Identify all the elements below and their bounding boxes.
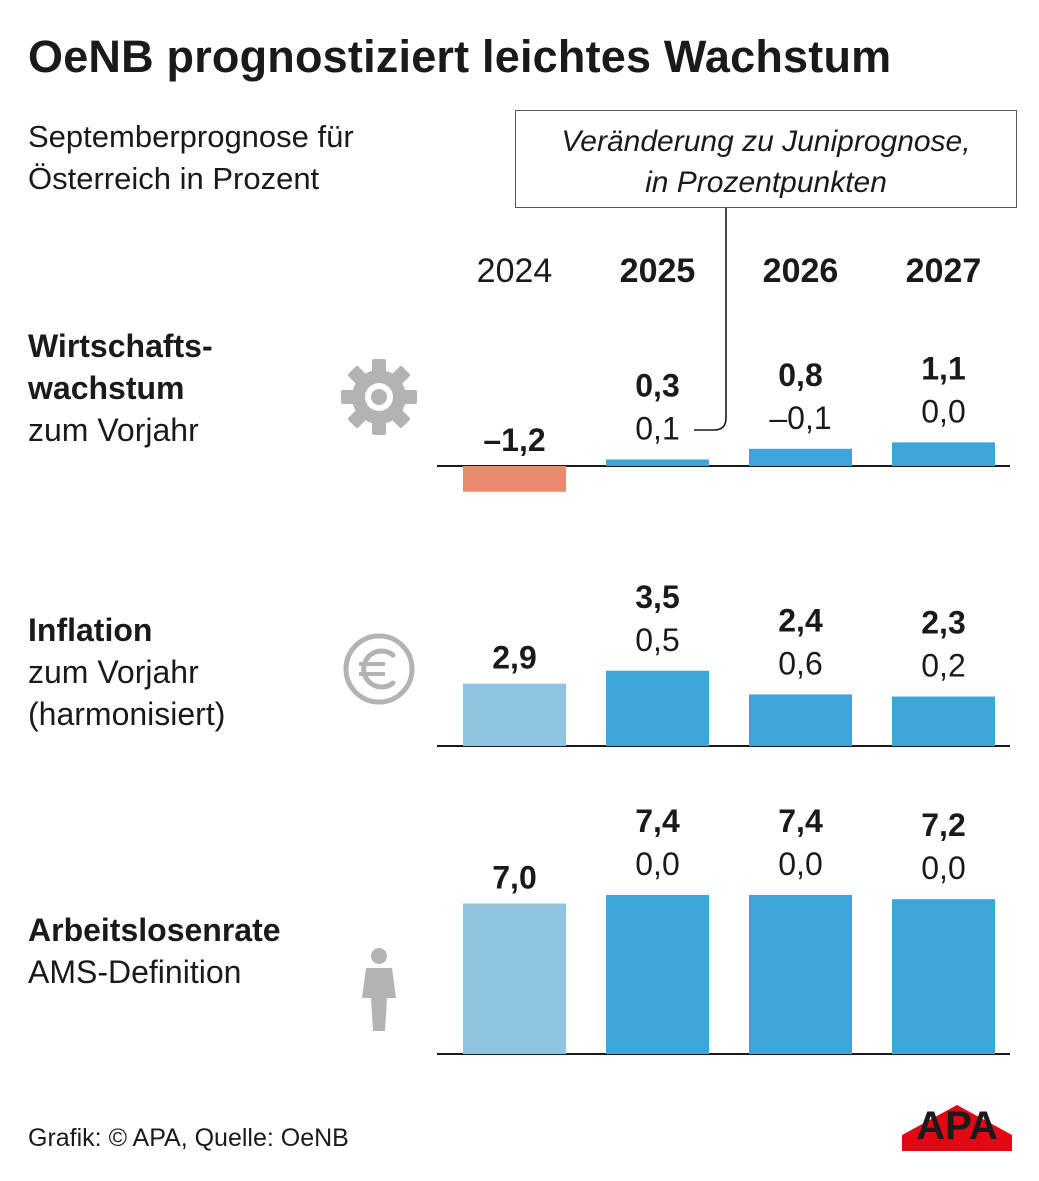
bar-2025	[606, 894, 709, 1054]
change-label: 0,0	[921, 393, 965, 429]
euro-icon	[343, 633, 415, 705]
row-label-growth: Wirtschafts- wachstum zum Vorjahr	[28, 325, 213, 451]
bar-2024	[463, 903, 566, 1054]
bar-2024	[463, 683, 566, 746]
change-label: 0,0	[921, 850, 965, 886]
bar-2027	[892, 696, 995, 746]
bar-2027	[892, 442, 995, 466]
row-label-line: zum Vorjahr	[28, 654, 199, 690]
year-label-2025: 2025	[619, 252, 696, 290]
year-label-2026: 2026	[762, 252, 839, 290]
note-connector-line	[694, 208, 727, 431]
bar-2025	[606, 459, 709, 466]
row-label-line: zum Vorjahr	[28, 412, 199, 448]
change-label: 0,2	[921, 648, 965, 684]
bar-2025	[606, 670, 709, 746]
subtitle: Septemberprognose für Österreich in Proz…	[28, 116, 354, 200]
value-label: –1,2	[483, 422, 545, 458]
year-label-2024: 2024	[476, 252, 553, 290]
person-icon	[362, 948, 396, 1031]
row-label-unemployment: Arbeitslosenrate AMS-Definition	[28, 909, 281, 993]
change-label: 0,0	[635, 846, 679, 882]
value-label: 1,1	[921, 350, 965, 386]
change-label: 0,6	[778, 645, 822, 681]
change-label: 0,5	[635, 622, 679, 658]
change-note-box: Veränderung zu Juniprognose, in Prozentp…	[515, 110, 1017, 208]
note-line-2: in Prozentpunkten	[645, 166, 887, 199]
row-label-line: Inflation	[28, 612, 153, 648]
row-label-inflation: Inflation zum Vorjahr (harmonisiert)	[28, 609, 225, 735]
bar-2024	[463, 466, 566, 492]
note-line-1: Veränderung zu Juniprognose,	[561, 125, 971, 158]
change-label: 0,0	[778, 846, 822, 882]
value-label: 2,9	[492, 640, 536, 676]
page-title: OeNB prognostiziert leichtes Wachstum	[28, 31, 892, 82]
row-label-line: Wirtschafts-	[28, 328, 213, 364]
row-label-line: AMS-Definition	[28, 954, 242, 990]
value-label: 2,4	[778, 602, 823, 638]
value-label: 0,3	[635, 368, 679, 404]
value-label: 0,8	[778, 357, 822, 393]
row-label-line: Arbeitslosenrate	[28, 912, 281, 948]
subtitle-line-1: Septemberprognose für	[28, 119, 354, 154]
gear-icon	[341, 359, 417, 435]
value-label: 7,2	[921, 807, 965, 843]
bar-2026	[749, 448, 852, 466]
value-label: 7,4	[778, 803, 823, 839]
value-label: 2,3	[921, 605, 965, 641]
year-label-2027: 2027	[905, 252, 982, 290]
row-label-line: wachstum	[28, 370, 185, 406]
change-label: –0,1	[769, 400, 831, 436]
value-label: 3,5	[635, 579, 679, 615]
value-label: 7,4	[635, 803, 680, 839]
row-label-line: (harmonisiert)	[28, 696, 226, 732]
value-label: 7,0	[492, 860, 536, 896]
apa-logo: APA	[902, 1104, 1012, 1151]
source-footer: Grafik: © APA, Quelle: OeNB	[28, 1124, 349, 1152]
change-note-text: Veränderung zu Juniprognose, in Prozentp…	[516, 121, 1016, 203]
apa-logo-text: APA	[916, 1104, 997, 1148]
bar-2027	[892, 899, 995, 1054]
bar-2026	[749, 894, 852, 1054]
bar-2026	[749, 694, 852, 746]
change-label: 0,1	[635, 411, 679, 447]
subtitle-line-2: Österreich in Prozent	[28, 161, 320, 196]
